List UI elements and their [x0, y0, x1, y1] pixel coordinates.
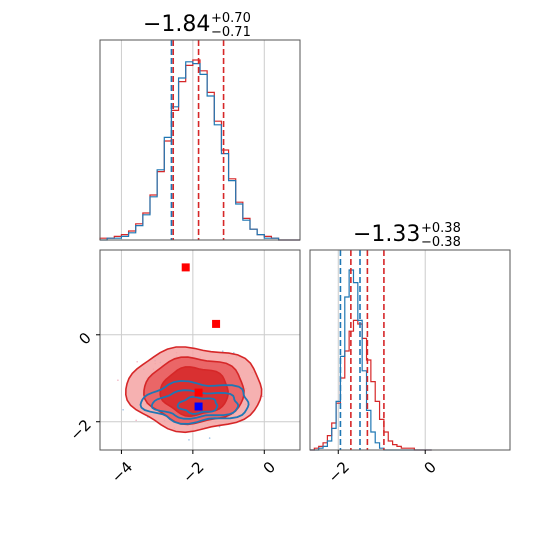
panel-top-left-title-minus: −0.71: [211, 25, 251, 40]
panel-bottom-right-background: [310, 250, 510, 450]
panel-top-left-title-plus: +0.70: [211, 11, 251, 26]
blue-contour: [176, 395, 219, 415]
panel-top-left-histograms: [99, 59, 300, 241]
panel-bottom-right-ticks: −2 0: [325, 450, 440, 486]
scatter-point: [218, 425, 221, 428]
scatter-point: [136, 360, 138, 363]
scatter-point: [208, 437, 211, 439]
blue-contour: [150, 389, 240, 420]
scatter-point: [188, 439, 190, 441]
panel-top-left-title-value: −1.84: [143, 12, 210, 37]
panel-bottom-right: −2 0 −1.33 +0.38 −0.38: [309, 221, 511, 486]
red-marker: [212, 319, 221, 328]
panel-top-left: −1.84 +0.70 −0.71: [99, 11, 301, 241]
scatter-point: [135, 419, 137, 422]
panel-bottom-right-grid: [337, 250, 426, 450]
x-tick-label: −2: [179, 458, 207, 486]
panel-bottom-right-quantiles: [339, 250, 385, 450]
blue-histogram-series: [100, 61, 300, 241]
y-tick-label: 0: [75, 329, 94, 348]
red-marker: [194, 388, 203, 397]
panel-bottom-left: −4 −2 0 −2 0: [66, 249, 301, 486]
y-tick-label: −2: [66, 416, 94, 444]
scatter-point: [221, 350, 224, 352]
red-marker: [181, 263, 190, 272]
blue-contour: [139, 379, 250, 425]
red-histogram-series: [310, 319, 432, 451]
scatter-point: [117, 379, 119, 382]
panel-bottom-left-markers: [181, 263, 221, 411]
panel-bottom-right-title-value: −1.33: [353, 222, 420, 247]
panel-bottom-right-title-plus: +0.38: [421, 221, 461, 236]
panel-bottom-right-frame: [309, 249, 511, 451]
panel-bottom-left-frame: [99, 249, 301, 451]
panel-top-left-grid: [120, 40, 265, 240]
x-tick-label: −4: [108, 458, 136, 486]
panel-top-left-frame: [99, 39, 301, 241]
x-tick-label: 0: [420, 458, 439, 477]
scatter-point: [261, 395, 264, 398]
x-tick-label: 0: [260, 458, 279, 477]
panel-top-left-quantiles: [170, 40, 225, 240]
scatter-point: [122, 408, 124, 411]
blue-marker: [194, 402, 203, 411]
panel-bottom-right-title-minus: −0.38: [421, 235, 461, 250]
x-tick-label: −2: [325, 458, 353, 486]
panel-bottom-left-contours: [124, 346, 263, 434]
